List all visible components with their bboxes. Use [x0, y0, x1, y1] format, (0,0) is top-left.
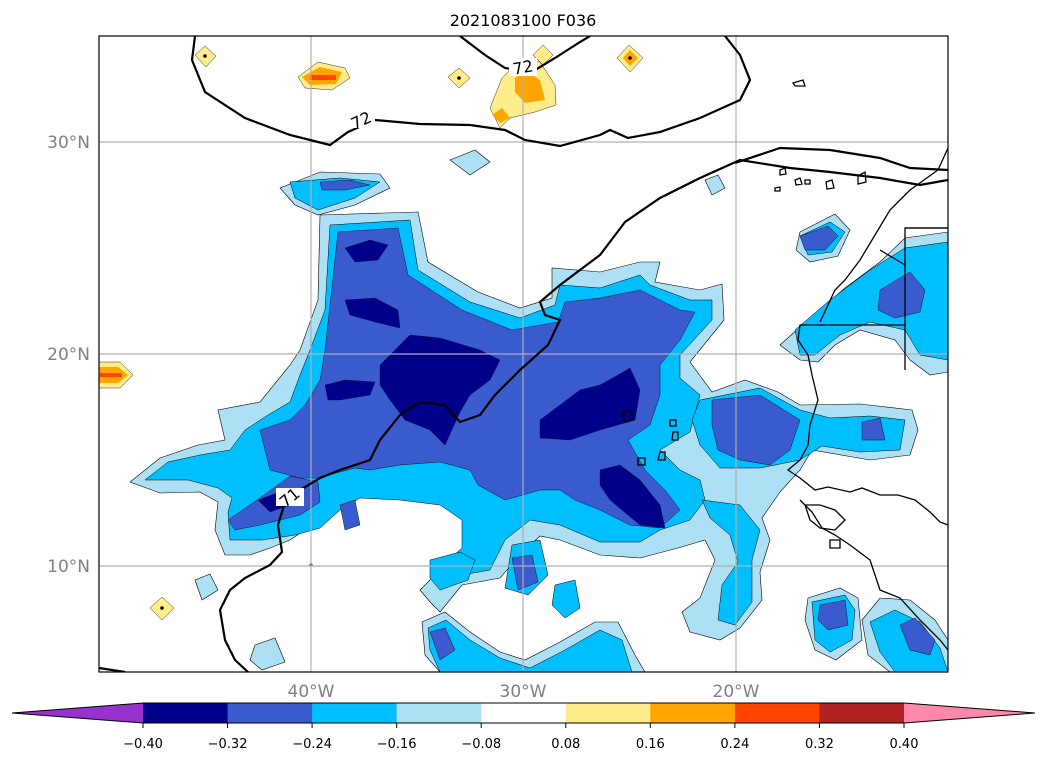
field-light-blue-11 — [194, 573, 219, 601]
field-mid-blue-10 — [429, 551, 476, 591]
field-dark-blue-6 — [899, 617, 936, 656]
lat-label-10n: 10°N — [47, 557, 90, 577]
field-dark-blue-5 — [817, 599, 849, 631]
contour-72-east — [734, 146, 948, 172]
coastline-africa — [786, 227, 948, 526]
field-darkest-blue-4 — [344, 297, 401, 329]
field-light-blue-8 — [449, 149, 491, 176]
field-darkest-blue-2 — [539, 367, 641, 441]
contour-71-bottom — [99, 666, 126, 672]
field-dark-blue-2 — [711, 394, 801, 466]
gridlines — [99, 36, 948, 672]
coastline-canaries — [774, 167, 867, 192]
contour-label-bg — [509, 58, 537, 76]
field-pos-red-1 — [310, 75, 336, 80]
colorbar-extend-max — [904, 703, 1035, 723]
field-mid-blue-4 — [701, 499, 761, 626]
lon-labels: 40°W 30°W 20°W — [288, 682, 760, 702]
contour-labels: 72 72 71 — [276, 56, 537, 511]
colorbar-segment — [227, 703, 313, 723]
lon-label-30w: 30°W — [500, 682, 547, 702]
colorbar-segment — [819, 703, 905, 723]
marker-dot — [160, 606, 164, 610]
coastline-guinea-bissau — [804, 504, 846, 549]
colorbar: −0.40 −0.32 −0.24 −0.16 −0.08 0.08 0.16 0.24 0.3… — [11, 702, 1036, 752]
field-dark-blue-12 — [861, 417, 886, 441]
colorbar-tick-label: 0.08 — [551, 737, 580, 752]
contour-label-bg — [276, 488, 304, 506]
field-dark-blue-4 — [877, 271, 926, 319]
coastlines — [621, 79, 948, 651]
colorbar-tick-label: −0.24 — [292, 737, 332, 752]
colorbar-segments — [11, 702, 1036, 724]
colorbar-tick-label: −0.16 — [377, 737, 417, 752]
map-panel: 72 72 71 — [98, 35, 949, 673]
field-dark-blue-10 — [319, 179, 371, 191]
colorbar-extend-min — [12, 703, 143, 723]
field-darkest-blue-5 — [344, 239, 389, 263]
field-mid-blue-9 — [427, 619, 633, 672]
colorbar-segment — [734, 703, 820, 723]
lat-label-20n: 20°N — [47, 345, 90, 365]
lat-labels: 30°N 20°N 10°N — [47, 133, 90, 577]
marker-dot — [203, 54, 207, 58]
field-dark-blue-9 — [339, 499, 361, 531]
coastline-madeira — [791, 79, 806, 87]
field-pos-red-2 — [100, 373, 122, 377]
field-dark-blue-7 — [429, 627, 456, 661]
colorbar-tick-label: −0.08 — [461, 737, 501, 752]
map-frame — [98, 35, 949, 673]
shaded-field — [99, 44, 948, 672]
field-dark-blue-8 — [511, 554, 539, 591]
contour-72-upper — [190, 36, 752, 148]
coastline-west-africa — [799, 499, 948, 651]
field-light-blue-9 — [249, 637, 286, 671]
colorbar-tick-label: −0.40 — [123, 737, 163, 752]
coastline-morocco — [819, 147, 948, 323]
map-title: 2021083100 F036 — [450, 11, 597, 30]
colorbar-segment — [143, 703, 229, 723]
field-mid-blue-3 — [794, 241, 948, 361]
colorbar-tick-label: 0.32 — [805, 737, 834, 752]
colorbar-segment — [396, 703, 482, 723]
contour-label-bg — [347, 110, 375, 128]
lat-label-30n: 30°N — [47, 133, 90, 153]
lon-label-40w: 40°W — [288, 682, 335, 702]
field-darkest-blue-1 — [379, 334, 501, 446]
contour-label-72-a: 72 — [511, 56, 534, 78]
colorbar-ticks: −0.40 −0.32 −0.24 −0.16 −0.08 0.08 0.16 0.24 0.3… — [123, 723, 918, 752]
marker-dot — [628, 56, 632, 60]
field-pos-yellow-8 — [532, 44, 554, 66]
field-darkest-blue-6 — [324, 379, 376, 401]
colorbar-tick-label: 0.16 — [636, 737, 665, 752]
field-pos-orange-5 — [492, 108, 510, 123]
colorbar-tick-label: −0.32 — [208, 737, 248, 752]
lon-label-20w: 20°W — [713, 682, 760, 702]
colorbar-segment — [481, 703, 567, 723]
colorbar-tick-label: 0.24 — [720, 737, 749, 752]
colorbar-segment — [312, 703, 398, 723]
colorbar-segment — [650, 703, 736, 723]
contour-71 — [218, 158, 948, 672]
field-dark-blue-11 — [799, 225, 839, 251]
coastline-cape-verde — [621, 409, 679, 466]
colorbar-tick-label: 0.40 — [890, 737, 919, 752]
marker-dot — [457, 76, 461, 80]
field-darkest-blue-3 — [599, 464, 666, 529]
border-mauritania — [879, 227, 948, 370]
colorbar-segment — [565, 703, 651, 723]
field-light-blue-10 — [704, 174, 726, 196]
field-mid-blue-12 — [551, 579, 581, 619]
